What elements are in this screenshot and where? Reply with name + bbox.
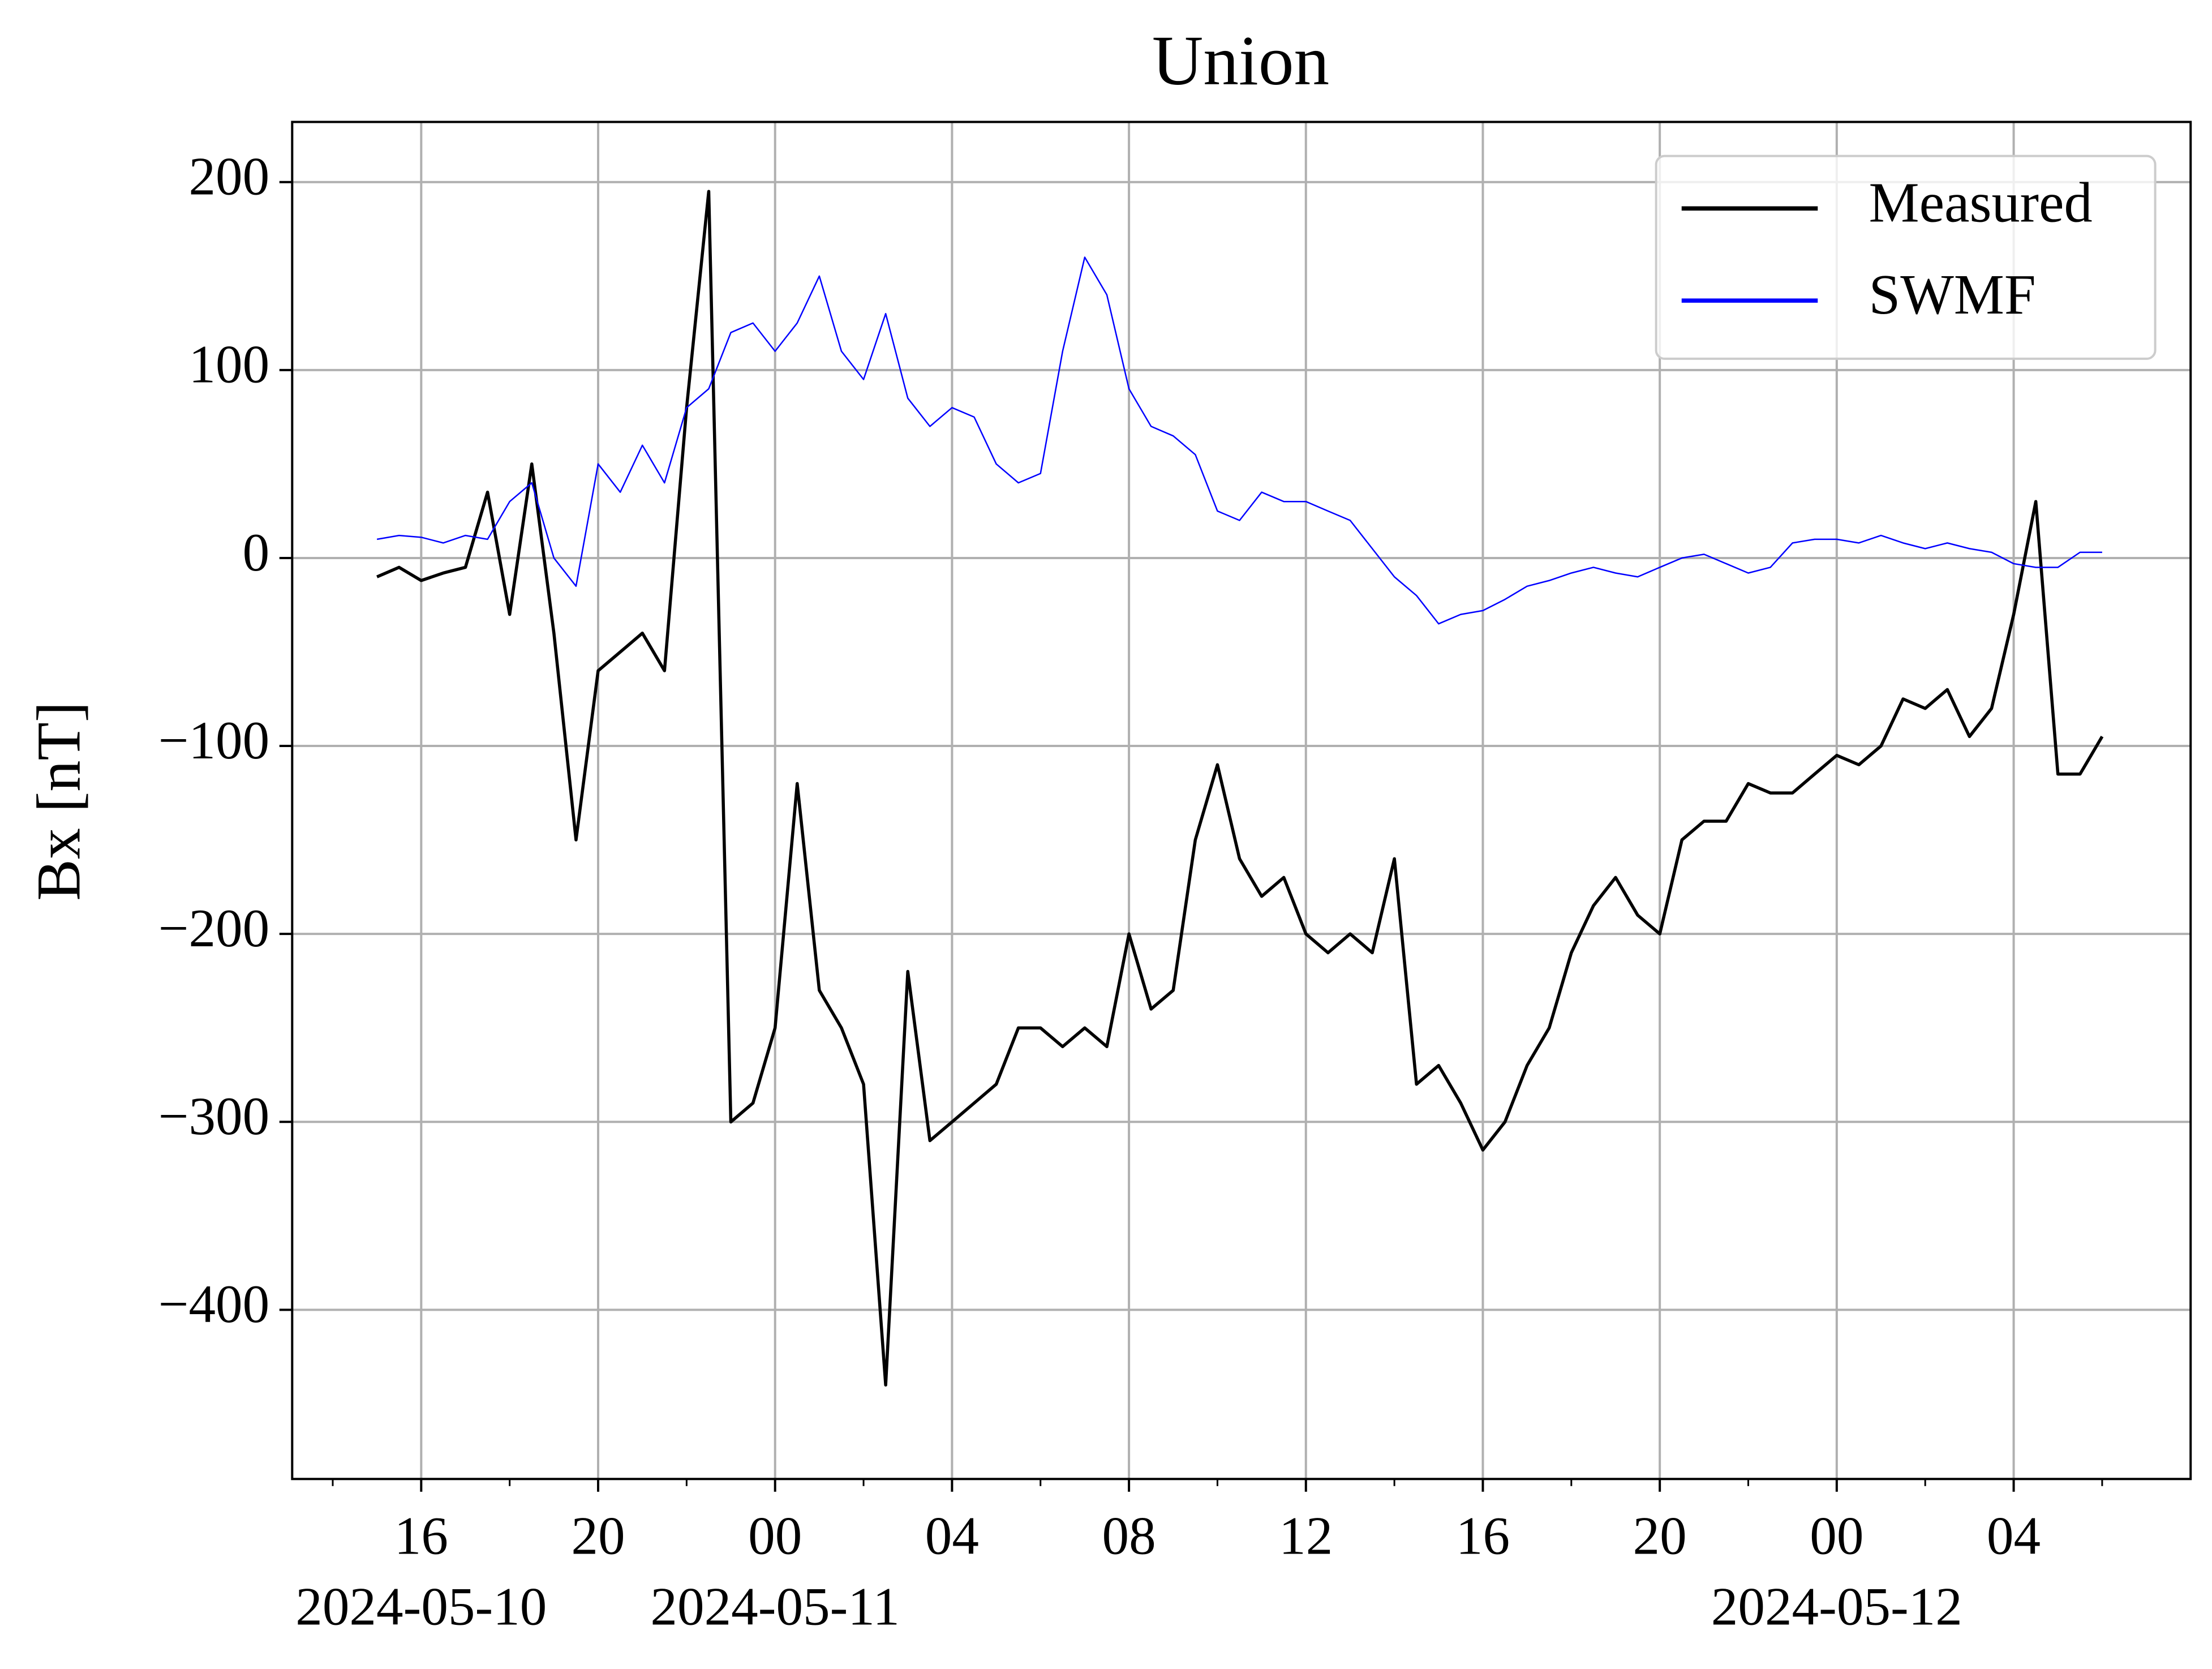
legend: Measured SWMF: [1655, 155, 2157, 360]
series-line: [376, 190, 2104, 1387]
grid: [292, 122, 2191, 1479]
y-tick-label: −300: [158, 1086, 269, 1146]
x-tick-label: 20: [1633, 1505, 1687, 1565]
y-axis-label: Bx [nT]: [24, 702, 93, 901]
y-tick-label: −200: [158, 898, 269, 958]
x-tick-label: 16: [1456, 1505, 1510, 1565]
legend-label: Measured: [1869, 171, 2092, 234]
series-line: [376, 256, 2102, 625]
legend-label: SWMF: [1869, 263, 2035, 326]
x-tick-label: 20: [571, 1505, 625, 1565]
x-tick-label: 08: [1102, 1505, 1156, 1565]
y-tick-label: −400: [158, 1274, 269, 1334]
chart-title: Union: [1152, 22, 1329, 100]
y-tick-label: 200: [188, 147, 269, 207]
x-date-label: 2024-05-11: [650, 1577, 900, 1637]
x-tick-label: 04: [1987, 1505, 2041, 1565]
x-tick-label: 16: [394, 1505, 448, 1565]
plot-frame: [291, 121, 2192, 1481]
x-tick-label: 00: [1810, 1505, 1863, 1565]
x-date-label: 2024-05-12: [1711, 1577, 1962, 1637]
y-tick-label: 100: [188, 334, 269, 394]
x-tick-label: 04: [925, 1505, 979, 1565]
y-tick-label: −100: [158, 710, 269, 770]
x-tick-label: 12: [1279, 1505, 1333, 1565]
x-date-label: 2024-05-10: [295, 1577, 547, 1637]
x-tick-label: 00: [748, 1505, 802, 1565]
y-tick-label: 0: [243, 522, 270, 582]
